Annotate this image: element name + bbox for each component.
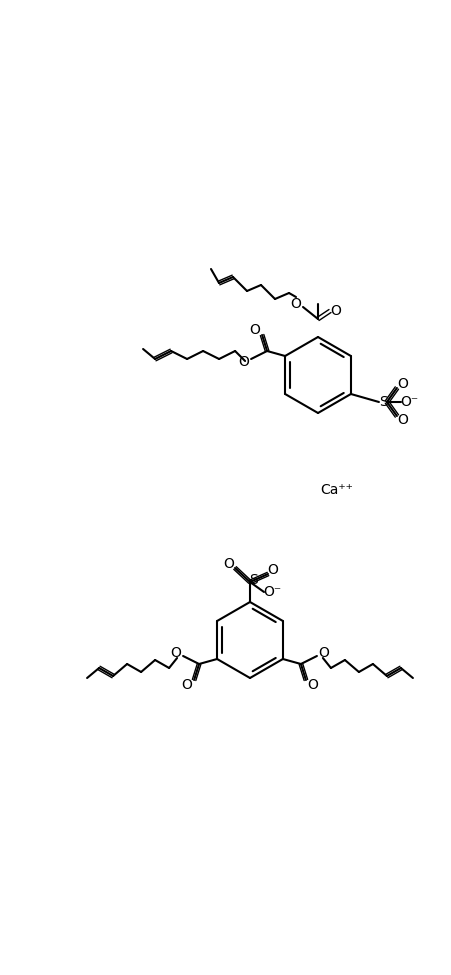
Text: S: S (249, 573, 258, 587)
Text: O: O (170, 646, 182, 660)
Text: O⁻: O⁻ (400, 395, 418, 409)
Text: O: O (397, 413, 408, 427)
Text: O: O (250, 323, 261, 337)
Text: O: O (308, 678, 318, 692)
Text: O: O (267, 563, 278, 577)
Text: O: O (331, 304, 341, 318)
Text: S: S (380, 395, 388, 409)
Text: O: O (318, 646, 329, 660)
Text: O: O (397, 377, 408, 391)
Text: O: O (290, 297, 301, 311)
Text: O: O (182, 678, 193, 692)
Text: O: O (224, 557, 235, 571)
Text: O⁻: O⁻ (263, 585, 281, 599)
Text: Ca⁺⁺: Ca⁺⁺ (320, 483, 353, 497)
Text: O: O (239, 355, 249, 369)
